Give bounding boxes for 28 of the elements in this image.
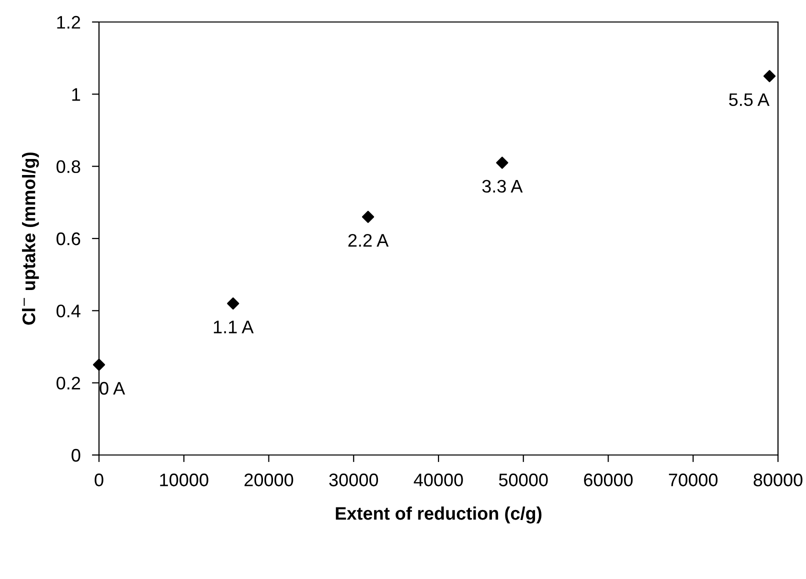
y-tick-label: 0.8 [56,160,80,174]
y-axis-title: Cl$^{−}$ uptake (mmol/g) [22,152,39,325]
point [227,297,240,310]
x-tick-label: 10000 [160,474,208,486]
y-tick-label: 0.6 [56,232,80,246]
x-tick-label: 40000 [414,474,463,486]
x-axis-title: Extent of reduction (c/g) [336,506,542,524]
x-tick-label: 30000 [329,474,378,486]
y-tick-label: 0.4 [56,304,80,318]
x-tick-label: 50000 [498,474,548,486]
x-tick-label: 70000 [668,474,718,486]
y-tick-label: 1 [72,88,80,101]
x-tick-label: 0 [94,474,104,486]
point [763,70,776,82]
point [362,210,374,223]
x-tick-label: 80000 [754,474,802,486]
annotation: 2.2 A [348,234,389,247]
annotation: 0 A [100,382,126,395]
x-tick-label: 20000 [244,474,294,486]
point [496,156,508,169]
annotation: 3.3 A [482,180,523,193]
y-tick-label: 0.2 [56,376,80,390]
annotation: 1.1 A [214,320,254,334]
point [92,358,106,371]
y-tick-label: 0 [72,448,80,462]
y-tick-label: 1.2 [57,16,80,29]
annotation: 5.5 A [729,93,770,106]
x-tick-label: 60000 [584,474,633,486]
